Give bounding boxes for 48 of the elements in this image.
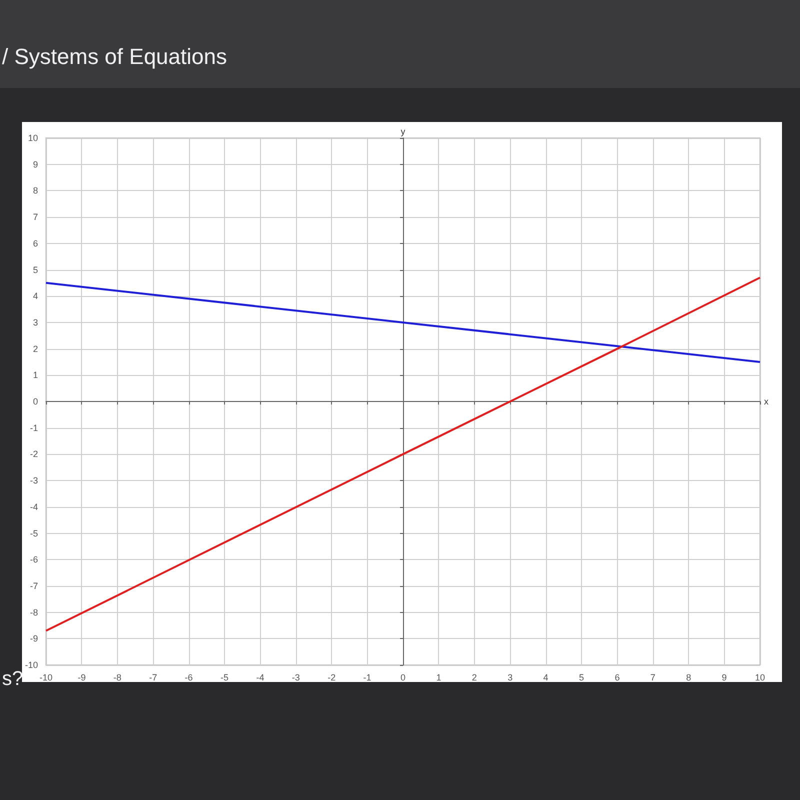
text: s? (2, 668, 24, 691)
y-tick-label: -2 (30, 449, 38, 460)
x-tick-label: -10 (40, 672, 53, 682)
x-tick-label: 10 (754, 672, 766, 682)
y-tick-label: 10 (28, 133, 38, 143)
x-tick-label: 5 (578, 672, 584, 682)
y-tick-label: 7 (32, 212, 38, 222)
y-tick-label: -10 (24, 660, 38, 670)
y-axis-title: y (400, 126, 406, 136)
y-tick-label: 1 (32, 370, 38, 380)
x-tick-label: 6 (614, 672, 620, 682)
y-tick-label: 4 (32, 291, 38, 302)
y-tick-label: -9 (30, 634, 38, 644)
y-tick-label: 0 (32, 396, 38, 406)
x-tick-label: -9 (78, 672, 86, 682)
x-tick-label: 7 (650, 672, 656, 682)
y-tick-label: -4 (30, 502, 38, 512)
y-tick-label: 9 (32, 159, 38, 170)
x-axis-title: x (764, 396, 769, 406)
y-tick-label: -6 (30, 554, 38, 565)
x-tick-label: 4 (543, 672, 548, 682)
x-tick-label: -6 (184, 672, 193, 682)
y-tick-label: -5 (30, 528, 38, 538)
x-tick-label: -4 (256, 672, 264, 682)
x-tick-label: 1 (436, 672, 442, 682)
y-tick-label: -7 (30, 580, 38, 591)
x-tick-label: 3 (508, 672, 513, 682)
y-tick-label: 8 (32, 186, 38, 196)
x-tick-label: 8 (686, 672, 692, 682)
x-tick-label: -3 (292, 672, 300, 682)
x-tick-label: 2 (472, 672, 477, 682)
y-tick-label: -1 (30, 422, 38, 433)
y-tick-label: 3 (32, 317, 38, 328)
y-tick-label: 6 (32, 238, 38, 248)
line-series (45, 282, 761, 363)
x-tick-label: -1 (363, 672, 372, 682)
y-tick-label: 2 (32, 344, 38, 354)
chart-title: / Systems of Equations (2, 44, 227, 70)
line-series (45, 276, 761, 632)
x-tick-label: -7 (149, 672, 158, 682)
x-tick-label: -5 (220, 672, 229, 682)
x-tick-label: 9 (722, 672, 727, 682)
y-tick-label: -3 (30, 476, 38, 486)
x-tick-label: -8 (113, 672, 122, 682)
x-tick-label: 0 (400, 672, 406, 682)
y-tick-label: -8 (30, 607, 38, 618)
x-tick-label: -2 (328, 672, 336, 682)
y-tick-label: 5 (32, 264, 38, 275)
